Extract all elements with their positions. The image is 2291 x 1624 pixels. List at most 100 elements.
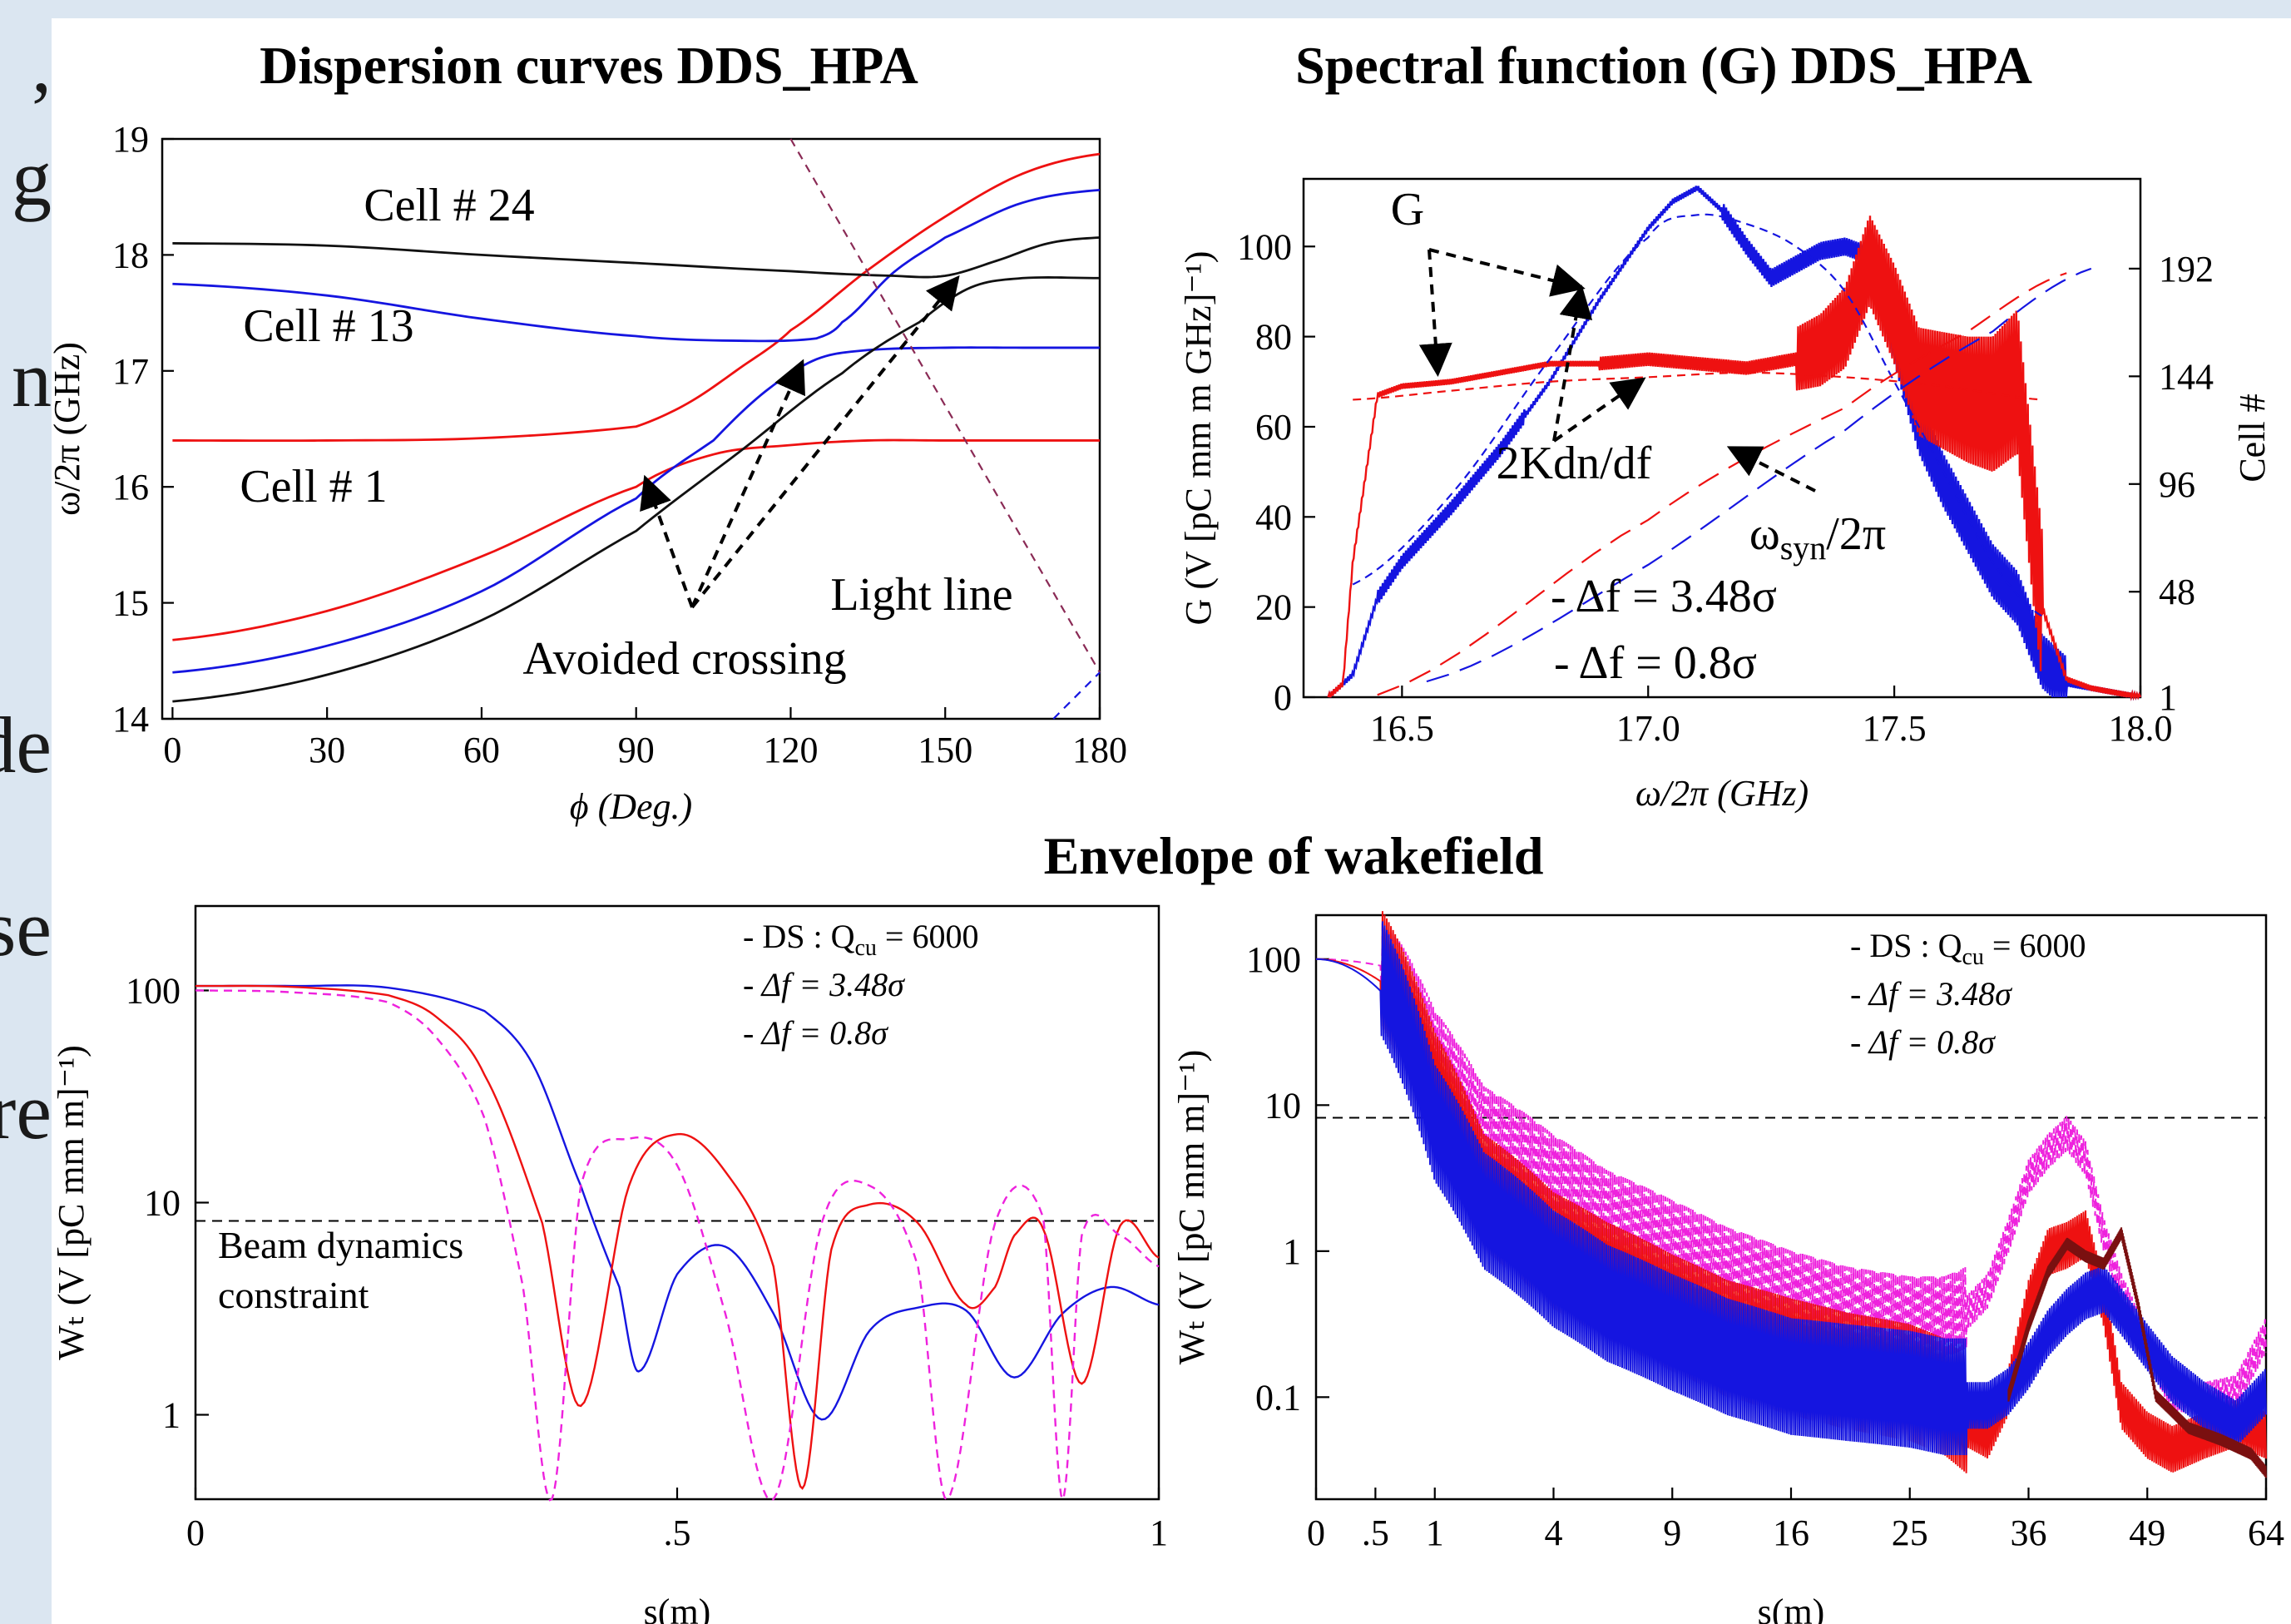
legend-ds: - DS : Qcu = 6000 xyxy=(1850,927,2086,970)
x-tick-label: 64 xyxy=(2248,1513,2284,1553)
y-tick-label: 10 xyxy=(1264,1085,1301,1126)
x-tick-label: 4 xyxy=(1545,1513,1563,1553)
y-tick-label: 0 xyxy=(1274,677,1292,718)
dispersion-curve-blue xyxy=(172,188,1101,343)
x-tick-label: 120 xyxy=(763,730,818,770)
chart-title: Spectral function (G) DDS_HPA xyxy=(1295,36,2032,95)
x-tick-label: 16 xyxy=(1773,1513,1809,1553)
x-tick-label: 0 xyxy=(163,730,181,770)
plot-frame xyxy=(161,137,1101,720)
left-text-fragment: re xyxy=(0,1067,52,1156)
x-tick-label: 90 xyxy=(618,730,655,770)
spectral-fit-blue xyxy=(1352,213,2043,617)
wake-short-curve-blue xyxy=(195,984,1160,1421)
constraint-label: constraint xyxy=(218,1274,369,1316)
legend-df-348: - Δf = 3.48σ xyxy=(743,966,905,1003)
x-tick-label: 36 xyxy=(2011,1513,2047,1553)
avoided-crossing-arrow xyxy=(690,359,805,608)
x-tick-label: 180 xyxy=(1072,730,1127,770)
x-tick-label: 25 xyxy=(1892,1513,1928,1553)
x-tick-label: 60 xyxy=(463,730,500,770)
x-tick-label: 30 xyxy=(309,730,345,770)
dispersion-curve-red xyxy=(172,438,1100,641)
y-axis-label: ω/2π (GHz) xyxy=(47,342,87,516)
x-tick-label: 1 xyxy=(1426,1513,1444,1553)
x-tick-label: 150 xyxy=(918,730,972,770)
y2-tick-label: 144 xyxy=(2159,356,2214,397)
spectral-curve-red xyxy=(1327,215,2142,701)
x-tick-label: 0 xyxy=(1307,1513,1325,1553)
wake-short-curve-red xyxy=(195,984,1160,1490)
legend-df-08: - Δf = 0.8σ xyxy=(1850,1023,1996,1061)
avoided-crossing-arrow xyxy=(640,474,694,608)
y-tick-label: 60 xyxy=(1255,407,1292,448)
left-text-fragment: g xyxy=(12,133,52,222)
y-tick-label: 14 xyxy=(112,699,149,740)
y-tick-label: 15 xyxy=(112,583,149,624)
dispersion-curve-black xyxy=(172,276,1101,703)
constraint-label: Beam dynamics xyxy=(218,1224,463,1266)
legend-df-08: - Δf = 0.8σ xyxy=(743,1014,888,1052)
wake-long-curve-blue xyxy=(1315,921,2267,1456)
y2-axis-label: Cell # xyxy=(2232,394,2273,482)
y-tick-label: 1 xyxy=(1283,1231,1301,1272)
x-tick-label: 1 xyxy=(1150,1513,1168,1553)
x-tick-label: 0 xyxy=(186,1513,205,1553)
y2-tick-label: 48 xyxy=(2159,572,2195,612)
x-tick-label: .5 xyxy=(664,1513,691,1553)
y-tick-label: 80 xyxy=(1255,317,1292,358)
x-tick-label: 9 xyxy=(1663,1513,1681,1553)
annotation-df-348: - Δf = 3.48σ xyxy=(1551,571,1777,622)
dispersion-chart: Dispersion curves DDS_HPA 0 30 60 90 120 150 18… xyxy=(47,36,1127,827)
legend-df-348: - Δf = 3.48σ xyxy=(1850,975,2012,1013)
y-axis-label: Wₜ (V [pC mm m]⁻¹) xyxy=(51,1045,92,1360)
spectral-fit-blue xyxy=(1426,267,2092,683)
y-axis-label: Wₜ (V [pC mm m]⁻¹) xyxy=(1171,1050,1212,1365)
annotation-omega-syn: ωsyn/2π xyxy=(1749,508,1886,567)
y-tick-label: 0.1 xyxy=(1255,1377,1301,1418)
y-tick-label: 10 xyxy=(144,1183,181,1224)
annotation-arrow xyxy=(1726,446,1816,493)
y-axis-label: G (V [pC mm m GHz]⁻¹) xyxy=(1178,251,1219,626)
annotation-arrow xyxy=(1552,285,1593,442)
annotation-arrow xyxy=(1418,249,1452,377)
y2-tick-label: 96 xyxy=(2159,464,2195,505)
x-tick-label: 18.0 xyxy=(2109,708,2173,749)
y-tick-label: 100 xyxy=(1246,939,1301,980)
y-tick-label: 1 xyxy=(162,1395,181,1436)
y-tick-label: 100 xyxy=(126,970,181,1011)
annotation-cell-13: Cell # 13 xyxy=(243,300,413,352)
legend-ds: - DS : Qcu = 6000 xyxy=(743,918,978,961)
y-tick-label: 17 xyxy=(112,351,149,392)
x-tick-label: 17.5 xyxy=(1863,708,1927,749)
plot-frame xyxy=(1302,177,2142,699)
chart-title: Envelope of wakefield xyxy=(1044,826,1544,885)
annotation-avoided-crossing: Avoided crossing xyxy=(522,633,846,685)
left-text-fragment: , xyxy=(32,20,52,109)
spectral-fit-red xyxy=(1353,371,2042,401)
y-tick-label: 16 xyxy=(112,467,149,508)
avoided-crossing-arrow xyxy=(690,275,960,609)
spectral-curve-blue xyxy=(1327,186,2142,701)
annotation-light-line: Light line xyxy=(830,569,1012,621)
annotation-df-08: - Δf = 0.8σ xyxy=(1554,637,1757,689)
spectral-fit-red xyxy=(1377,272,2067,696)
dispersion-curve-black xyxy=(172,236,1101,279)
wake-long-curve-darkred xyxy=(2007,1227,2267,1478)
spectral-chart: Spectral function (G) DDS_HPA 16.5 17.0 17.… xyxy=(1178,36,2273,814)
left-text-fragment: n xyxy=(12,334,52,423)
y-tick-label: 20 xyxy=(1255,587,1292,628)
y-tick-label: 19 xyxy=(112,119,149,160)
annotation-cell-1: Cell # 1 xyxy=(240,461,387,512)
chart-title: Dispersion curves DDS_HPA xyxy=(260,36,918,95)
panel-background-wakefield xyxy=(52,854,2291,1624)
x-axis-label: ϕ (Deg.) xyxy=(570,786,692,827)
y-tick-label: 100 xyxy=(1237,226,1292,267)
y-tick-label: 18 xyxy=(112,235,149,275)
x-tick-label: 16.5 xyxy=(1370,708,1434,749)
annotation-cell-24: Cell # 24 xyxy=(364,180,534,231)
